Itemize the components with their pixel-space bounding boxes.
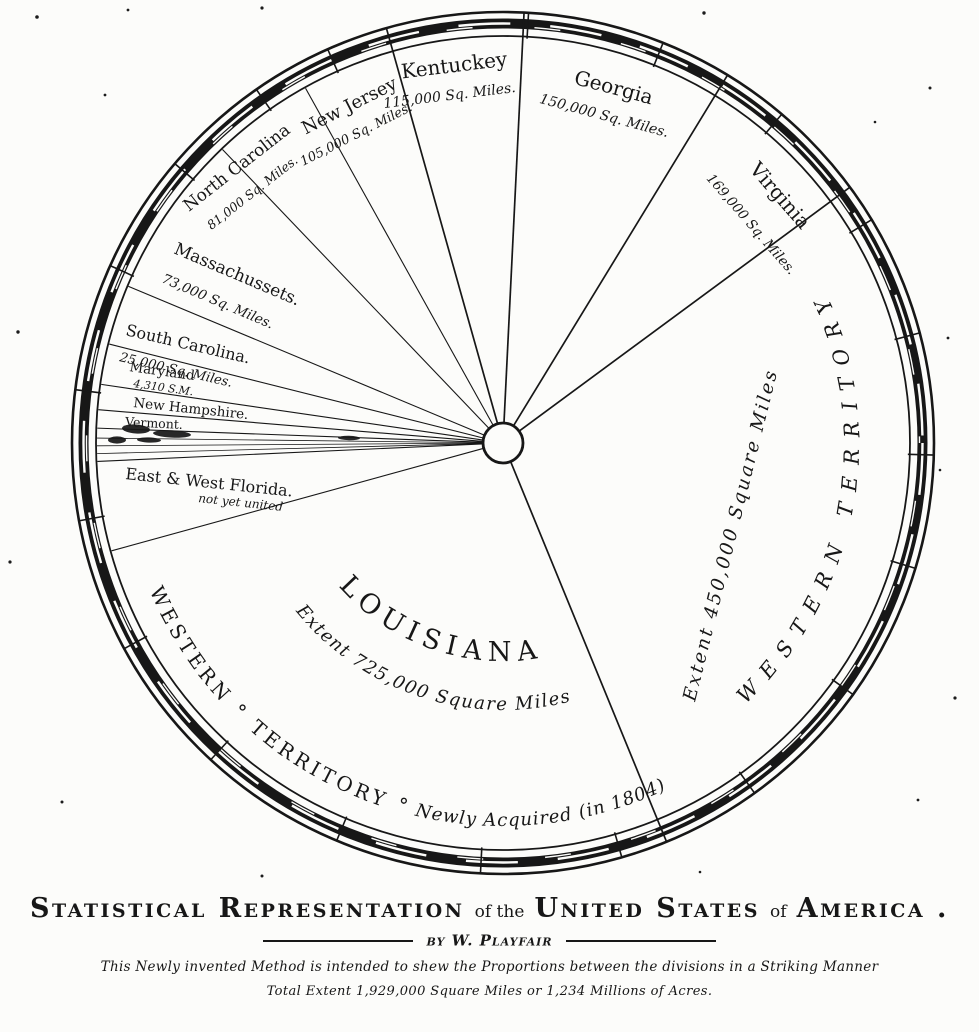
title-part-statistical-representation: Statistical Representation <box>30 893 465 924</box>
radial-line <box>122 635 148 650</box>
radial-line <box>326 48 340 74</box>
radial-line <box>894 331 921 341</box>
radial-line <box>109 343 483 439</box>
right-rim-label-western-territory: WESTERN TERRITORY <box>732 284 865 708</box>
slice-boundary-lines <box>97 13 850 842</box>
inner-ring <box>95 35 911 851</box>
radial-line <box>738 771 756 795</box>
byline-rule-left <box>262 939 413 942</box>
slice-label-massachussets: Massachussets. <box>171 239 303 310</box>
radial-line <box>111 448 483 552</box>
radial-line <box>907 453 935 456</box>
rim-rings <box>70 10 936 876</box>
radial-line <box>479 847 483 875</box>
radial-line <box>97 437 483 444</box>
radial-line <box>519 187 850 432</box>
method-note: This Newly invented Method is intended t… <box>100 958 879 975</box>
radial-line <box>510 462 667 842</box>
radial-line <box>526 11 530 39</box>
radial-line <box>222 149 489 429</box>
radial-line <box>305 87 494 425</box>
band-highlight <box>82 22 924 864</box>
radial-line <box>97 427 483 443</box>
radial-line <box>74 388 102 394</box>
radial-line <box>128 285 484 436</box>
total-extent-note: Total Extent 1,929,000 Square Miles or 1… <box>266 983 713 999</box>
radial-line <box>97 442 483 447</box>
slice-labels: Kentuckey 115,000 Sq. Miles. Georgia 150… <box>117 47 816 705</box>
band-highlight-2 <box>85 25 921 861</box>
radial-line <box>97 443 483 455</box>
radial-line <box>652 41 665 68</box>
caption-block: Statistical Representation of the United… <box>0 893 979 999</box>
radial-line <box>77 515 105 522</box>
radial-line <box>97 443 483 462</box>
radial-line <box>613 832 623 859</box>
title-part-of-the: of the <box>474 902 525 922</box>
radial-line <box>209 740 229 762</box>
slice-label-vermont: Vermont. <box>124 414 183 432</box>
radial-line <box>503 13 525 423</box>
playfair-pie-chart: Kentuckey 115,000 Sq. Miles. Georgia 150… <box>8 6 957 878</box>
radial-line <box>849 218 873 234</box>
title-part-of: of <box>770 902 787 922</box>
radial-line <box>890 559 917 570</box>
chart-title: Statistical Representation of the United… <box>0 893 979 924</box>
bottom-rim-note-italic: Newly Acquired (in 1804) <box>412 774 669 831</box>
scan-noise <box>8 6 957 878</box>
radial-line <box>764 113 784 135</box>
radial-line <box>101 383 483 441</box>
radial-line <box>335 816 348 842</box>
byline: by W. Playfair <box>426 931 553 950</box>
title-part-america: America . <box>796 893 949 924</box>
byline-rule-right <box>566 939 717 942</box>
outer-ring <box>70 10 936 876</box>
radial-line <box>255 88 272 112</box>
byline-row: by W. Playfair <box>0 930 979 950</box>
center-hub <box>481 421 525 465</box>
title-part-united-states: United States <box>534 893 760 924</box>
radial-line <box>513 75 728 426</box>
radial-line <box>385 28 499 424</box>
radial-line <box>108 264 135 278</box>
ink-smudges <box>108 424 360 444</box>
radial-line <box>831 678 855 696</box>
rim-tick-marks <box>74 11 935 875</box>
arc-texts: LOUISIANA Extent 725,000 Square Miles WE… <box>145 284 865 831</box>
slice-label-kentuckey: Kentuckey <box>400 47 509 84</box>
radial-line <box>173 162 196 182</box>
radial-line <box>98 409 483 442</box>
